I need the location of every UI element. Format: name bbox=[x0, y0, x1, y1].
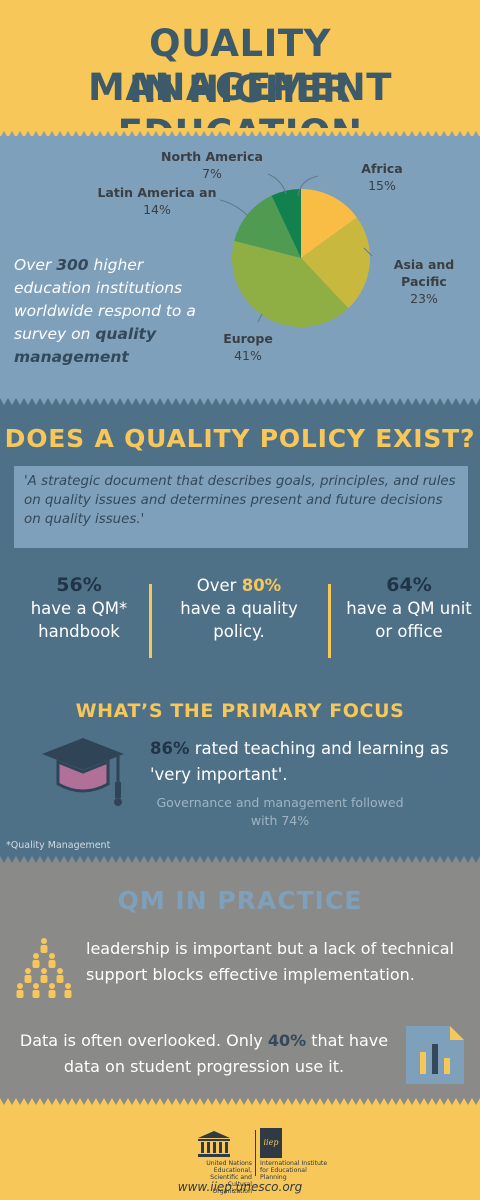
pie-label-europe: Europe 41% bbox=[223, 331, 273, 363]
policy-section: DOES A QUALITY POLICY EXIST? 'A strategi… bbox=[0, 406, 480, 858]
footnote: *Quality Management bbox=[6, 840, 111, 851]
person-body bbox=[48, 990, 56, 998]
unesco-temple-logo bbox=[198, 1131, 230, 1157]
pie-label-north-america: North America 7% bbox=[161, 149, 263, 181]
region-pie-chart bbox=[219, 173, 373, 328]
leader-line-na bbox=[267, 173, 287, 195]
website-url: www.iiep.unesco.org bbox=[177, 1180, 303, 1194]
person-head bbox=[49, 953, 55, 959]
person-body bbox=[32, 960, 40, 968]
unesco-name: United Nations Educational, Scientific a… bbox=[206, 1160, 252, 1195]
pie-slice-asia-and-pacific bbox=[301, 217, 370, 309]
person-head bbox=[41, 938, 47, 944]
pie-slice-africa bbox=[301, 189, 357, 258]
iiep-logo: iiep bbox=[260, 1128, 282, 1158]
person-body bbox=[32, 990, 40, 998]
zigzag-divider-4 bbox=[0, 1098, 480, 1108]
person-body bbox=[48, 960, 56, 968]
person-head bbox=[25, 968, 31, 974]
person-head bbox=[33, 953, 39, 959]
person-body bbox=[64, 990, 72, 998]
stat-divider bbox=[149, 584, 152, 658]
zigzag-divider-2 bbox=[0, 398, 480, 408]
stat-qm-unit: 64% have a QM unit or office bbox=[346, 574, 472, 641]
survey-intro: Over 300 higher education institutions w… bbox=[14, 256, 196, 366]
bar-chart-document-icon bbox=[406, 1026, 464, 1084]
stat-divider bbox=[328, 584, 331, 658]
person-body bbox=[40, 945, 48, 953]
pie-label-africa: Africa 15% bbox=[361, 161, 403, 193]
person-head bbox=[65, 983, 71, 989]
pie-slice-europe bbox=[231, 240, 349, 328]
people-pyramid-icon bbox=[16, 938, 72, 998]
leader-line-asia bbox=[363, 247, 373, 257]
practice-title: QM IN PRACTICE bbox=[117, 886, 363, 915]
practice-leadership-text: leadership is important but a lack of te… bbox=[86, 939, 454, 984]
zigzag-divider-3 bbox=[0, 856, 480, 866]
footer-divider bbox=[255, 1130, 256, 1176]
practice-section: QM IN PRACTICE leadership is important b… bbox=[0, 864, 480, 1100]
person-head bbox=[41, 968, 47, 974]
person-head bbox=[17, 983, 23, 989]
graduation-cap-icon bbox=[42, 738, 124, 806]
survey-count: 300 bbox=[56, 256, 89, 274]
title-line-1: QUALITY MANAGEMENT bbox=[88, 22, 392, 109]
pie-label-asia-pacific: Asia and Pacific 23% bbox=[393, 257, 455, 306]
survey-topic: quality management bbox=[14, 325, 157, 366]
focus-title: WHAT’S THE PRIMARY FOCUS bbox=[75, 700, 405, 722]
iiep-name: International Institute for Educational … bbox=[260, 1160, 328, 1181]
person-head bbox=[33, 983, 39, 989]
person-body bbox=[16, 990, 24, 998]
pie-label-latin-america: Latin America an 14% bbox=[97, 185, 217, 217]
policy-definition-quote: 'A strategic document that describes goa… bbox=[14, 466, 468, 548]
footer: United Nations Educational, Scientific a… bbox=[0, 1106, 480, 1200]
zigzag-divider bbox=[0, 128, 480, 138]
leader-line-europe bbox=[257, 313, 263, 323]
stat-quality-policy: Over 80% have a quality policy. bbox=[180, 576, 298, 641]
focus-main-text: 86% rated teaching and learning as 'very… bbox=[150, 739, 449, 784]
pie-slice-latin-america-an bbox=[234, 195, 301, 258]
person-body bbox=[56, 975, 64, 983]
policy-title: DOES A QUALITY POLICY EXIST? bbox=[4, 424, 476, 453]
person-head bbox=[57, 968, 63, 974]
stat-handbook: 56% have a QM* handbook bbox=[30, 574, 128, 641]
header: QUALITY MANAGEMENT IN HIGHER EDUCATION bbox=[0, 0, 480, 155]
practice-data-text: Data is often overlooked. Only 40% that … bbox=[19, 1031, 389, 1076]
survey-section: North America 7% Africa 15% Latin Americ… bbox=[0, 136, 480, 400]
leader-line-latam bbox=[219, 199, 249, 217]
leader-line-africa bbox=[297, 175, 319, 197]
person-body bbox=[24, 975, 32, 983]
focus-sub-text: Governance and management followed with … bbox=[156, 795, 404, 828]
pie-slice-north-america bbox=[271, 189, 301, 258]
person-head bbox=[49, 983, 55, 989]
person-body bbox=[40, 975, 48, 983]
